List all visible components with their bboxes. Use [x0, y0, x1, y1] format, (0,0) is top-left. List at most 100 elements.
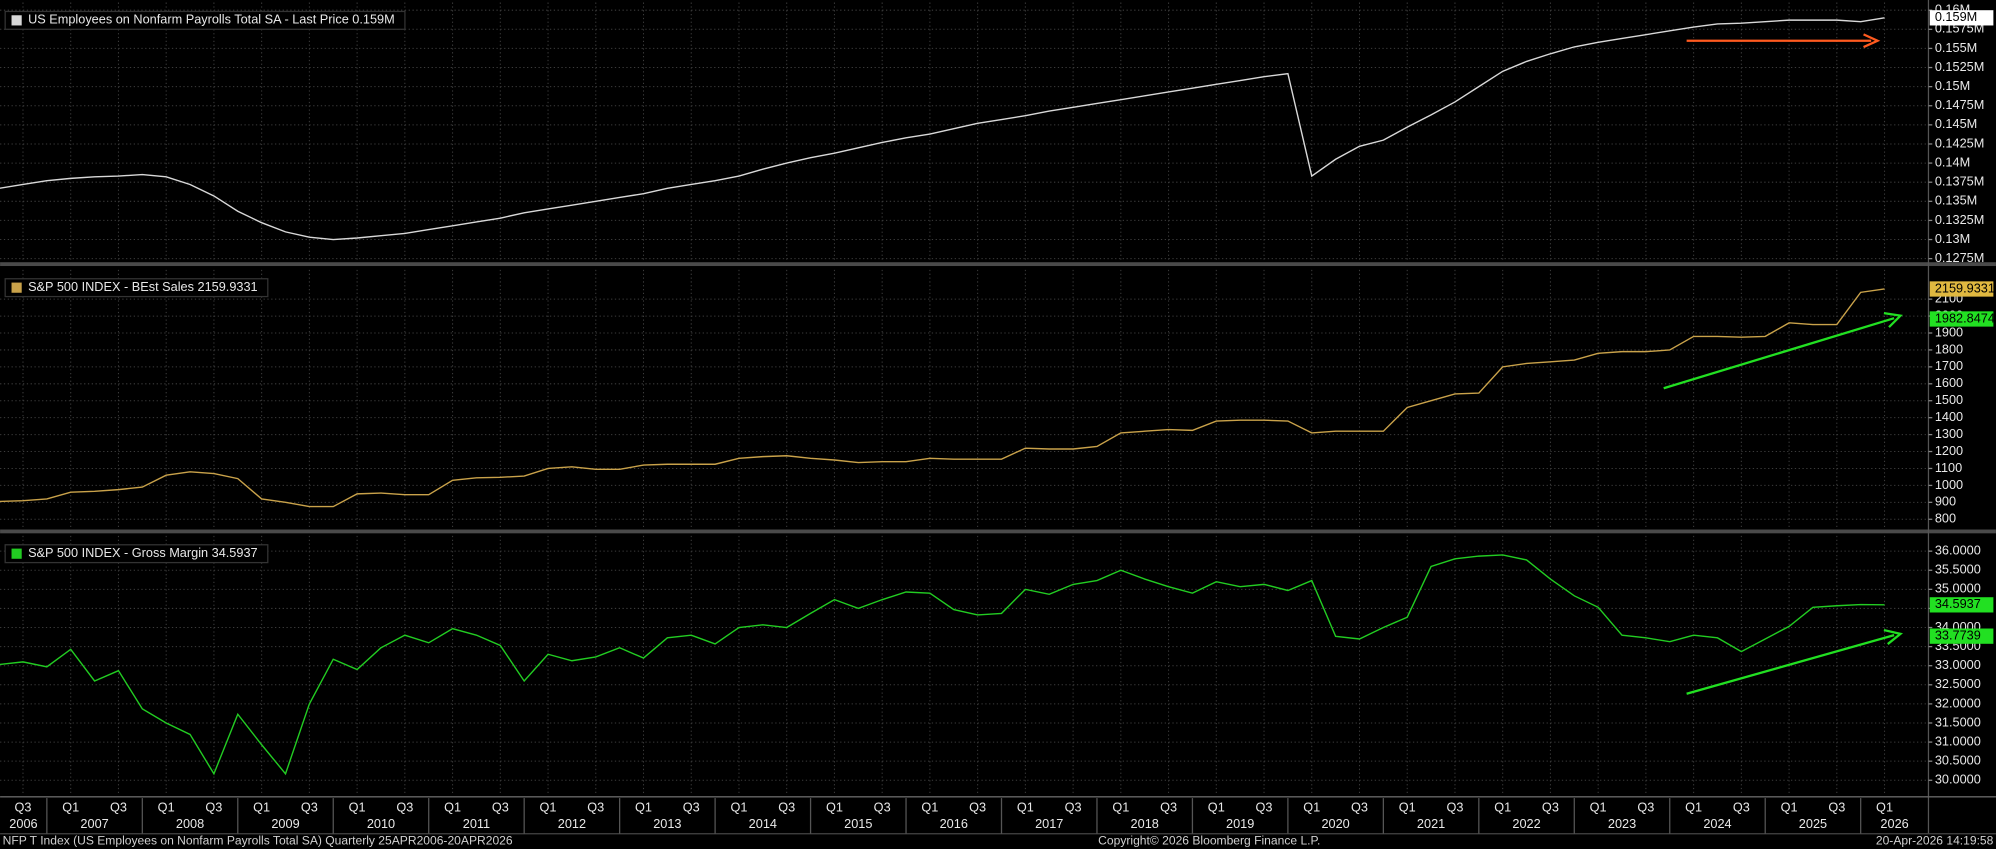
year-label: 2020	[1321, 816, 1349, 831]
year-label: 2017	[1035, 816, 1063, 831]
x-tick-label: Q1	[158, 800, 175, 815]
x-tick-label: Q1	[62, 800, 79, 815]
y-tick-label: 0.15M	[1935, 78, 1970, 93]
year-label: 2014	[749, 816, 777, 831]
price-tag-label: 2159.9331	[1935, 280, 1995, 295]
year-label: 2021	[1417, 816, 1445, 831]
y-tick-label: 0.1525M	[1935, 59, 1984, 74]
year-label: 2016	[940, 816, 968, 831]
x-tick-label: Q1	[1112, 800, 1129, 815]
legend-swatch	[11, 15, 22, 26]
x-tick-label: Q3	[1828, 800, 1845, 815]
x-tick-label: Q3	[205, 800, 222, 815]
y-tick-label: 35.5000	[1935, 562, 1981, 577]
x-tick-label: Q3	[683, 800, 700, 815]
y-tick-label: 33.0000	[1935, 657, 1981, 672]
y-tick-label: 30.5000	[1935, 753, 1981, 768]
year-label: 2011	[463, 816, 490, 831]
y-tick-label: 0.1425M	[1935, 135, 1984, 150]
y-tick-label: 1200	[1935, 443, 1963, 458]
price-tag	[1929, 281, 1994, 297]
trend-arrows	[1663, 33, 1904, 695]
footer-center: Copyright© 2026 Bloomberg Finance L.P.	[1098, 834, 1320, 848]
x-tick-label: Q1	[1208, 800, 1225, 815]
x-tick-label: Q3	[1160, 800, 1177, 815]
x-tick-label: Q1	[1494, 800, 1511, 815]
arrow-head	[1863, 33, 1881, 49]
y-tick-label: 0.1375M	[1935, 174, 1984, 189]
legend-box	[4, 10, 406, 30]
year-label: 2024	[1703, 816, 1731, 831]
x-tick-label: Q3	[778, 800, 795, 815]
price-tag	[1929, 597, 1994, 613]
y-tick-label: 0.14M	[1935, 154, 1970, 169]
y-tick-label: 900	[1935, 494, 1956, 509]
x-tick-label: Q1	[1303, 800, 1320, 815]
year-label: 2008	[176, 816, 204, 831]
y-tick-label: 0.145M	[1935, 116, 1977, 131]
year-label: 2013	[653, 816, 681, 831]
y-tick-label: 0.1475M	[1935, 97, 1984, 112]
y-tick-label: 1400	[1935, 409, 1963, 424]
x-tick-label: Q3	[110, 800, 127, 815]
price-tag-label: 34.5937	[1935, 596, 1981, 611]
year-label: 2009	[271, 816, 299, 831]
y-tick-label: 1000	[1935, 477, 1963, 492]
legend-label: S&P 500 INDEX - BEst Sales 2159.9331	[28, 279, 258, 294]
plot-layer: Q3 Q1 Q3 Q1 Q3 Q1 Q3 Q1 Q3 Q1 Q3 Q1 Q3 Q1 Q3 Q1 Q3 Q1 Q3 Q1…	[0, 2, 1995, 834]
year-label: 2015	[844, 816, 872, 831]
year-label: 2018	[1131, 816, 1159, 831]
y-tick-label: 32.5000	[1935, 676, 1981, 691]
year-label: 2023	[1608, 816, 1636, 831]
x-tick-label: Q3	[301, 800, 318, 815]
x-tick-label: Q3	[969, 800, 986, 815]
y-tick-label: 1500	[1935, 392, 1963, 407]
legend-swatch	[11, 548, 22, 559]
year-label: 2026	[1880, 816, 1908, 831]
panel-separator	[0, 262, 1996, 267]
x-tick-label: Q3	[1542, 800, 1559, 815]
y-tick-label: 800	[1935, 511, 1956, 526]
year-label: 2007	[80, 816, 108, 831]
price-tag-label: 33.7739	[1935, 628, 1981, 643]
x-tick-label: Q3	[874, 800, 891, 815]
legend-box	[4, 278, 269, 298]
x-tick-label: Q3	[1256, 800, 1273, 815]
x-tick-label: Q3	[587, 800, 604, 815]
x-tick-label: Q1	[1399, 800, 1416, 815]
x-tick-label: Q1	[826, 800, 843, 815]
x-tick-label: Q3	[492, 800, 509, 815]
y-tick-label: 1600	[1935, 375, 1963, 390]
x-tick-label: Q1	[921, 800, 938, 815]
year-label: 2006	[9, 816, 37, 831]
x-tick-label: Q1	[253, 800, 270, 815]
year-label: 2022	[1512, 816, 1540, 831]
series-line	[0, 17, 1885, 241]
x-tick-label: Q1	[1590, 800, 1607, 815]
x-tick-label: Q1	[635, 800, 652, 815]
year-label: 2010	[367, 816, 395, 831]
footer-left: NFP T Index (US Employees on Nonfarm Pay…	[3, 834, 513, 848]
x-tick-label: Q1	[730, 800, 747, 815]
y-tick-label: 0.135M	[1935, 193, 1977, 208]
panel-separator	[0, 529, 1996, 534]
y-tick-label: 32.0000	[1935, 695, 1981, 710]
x-tick-label: Q1	[444, 800, 461, 815]
y-tick-label: 1900	[1935, 324, 1963, 339]
y-tick-label: 30.0000	[1935, 772, 1981, 787]
x-tick-label: Q3	[1065, 800, 1082, 815]
legend-label: S&P 500 INDEX - Gross Margin 34.5937	[28, 545, 258, 560]
price-tag	[1929, 628, 1994, 644]
x-tick-label: Q3	[1733, 800, 1750, 815]
y-tick-label: 36.0000	[1935, 543, 1981, 558]
price-tag	[1929, 311, 1994, 327]
y-tick-label: 0.1325M	[1935, 212, 1984, 227]
series-line	[0, 288, 1885, 508]
x-tick-label: Q1	[1017, 800, 1034, 815]
x-tick-label: Q3	[1446, 800, 1463, 815]
x-tick-label: Q1	[1685, 800, 1702, 815]
price-tag	[1929, 10, 1994, 26]
legend-box	[4, 544, 269, 564]
y-tick-label: 1300	[1935, 426, 1963, 441]
